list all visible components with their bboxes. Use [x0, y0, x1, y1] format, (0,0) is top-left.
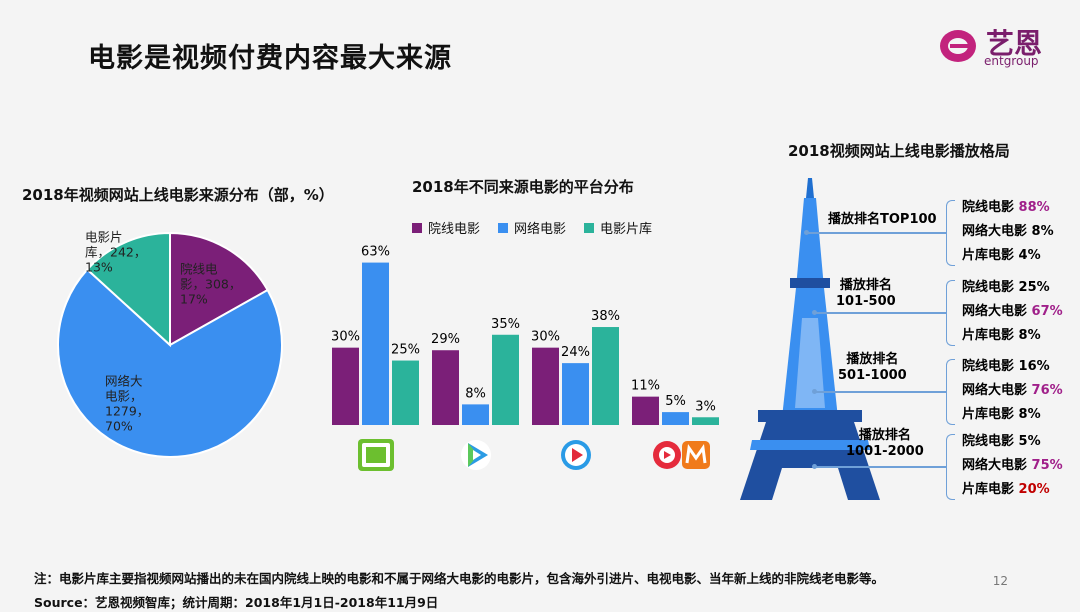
tier-row-value: 8%: [1018, 407, 1041, 422]
iqiyi-logo-icon: [358, 439, 394, 471]
pie-slice: [169, 231, 269, 347]
mgtv-logo-icon: [653, 441, 710, 469]
bar: [592, 327, 619, 425]
bar-legend: 院线电影 网络电影 电影片库: [412, 218, 652, 237]
tier-row: 片库电影 8%: [962, 324, 1041, 348]
bar: [332, 347, 359, 425]
tier-label: 播放排名 501-1000: [838, 352, 907, 383]
tier-row: 网络大电影 75%: [962, 454, 1063, 478]
page-title: 电影是视频付费内容最大来源: [88, 43, 452, 74]
bar: [662, 412, 689, 425]
tier-row-value: 16%: [1018, 359, 1050, 374]
bar-value-label: 5%: [665, 394, 686, 409]
tier-row-value: 8%: [1018, 328, 1041, 343]
bar-value-label: 38%: [591, 309, 620, 324]
tier-row: 网络大电影 8%: [962, 220, 1054, 244]
tier-row-name: 院线电影: [962, 434, 1019, 449]
tier-row-value: 75%: [1031, 458, 1063, 473]
bar-chart: 30%63%25%29%8%35%30%24%38%11%5% 3%: [331, 245, 719, 471]
tier-row-name: 院线电影: [962, 200, 1019, 215]
tier-row-name: 院线电影: [962, 280, 1019, 295]
bar-chart-title: 2018年不同来源电影的平台分布: [412, 178, 634, 196]
tier-label: 播放排名 1001-2000: [846, 428, 924, 459]
legend-item-online: 网络电影: [498, 218, 566, 237]
tier-row-name: 片库电影: [962, 248, 1019, 263]
pie-data-label: 电影片库，242， 13%: [85, 230, 146, 275]
legend-item-library: 电影片库: [584, 218, 652, 237]
page-number: 12: [992, 574, 1008, 588]
bar: [562, 363, 589, 425]
tier-row-name: 片库电影: [962, 328, 1019, 343]
bar-value-label: 63%: [361, 245, 390, 260]
tier-row-value: 8%: [1031, 224, 1054, 239]
pie-data-label: 院线电影，308， 17%: [180, 262, 241, 307]
bar-value-label: 24%: [561, 345, 590, 360]
tier-row-name: 片库电影: [962, 482, 1019, 497]
tier-row-name: 网络大电影: [962, 304, 1032, 319]
tier-row: 院线电影 5%: [962, 430, 1041, 454]
tier-label: 播放排名TOP100: [828, 212, 937, 227]
tier-row-value: 67%: [1031, 304, 1063, 319]
bar-value-label: 29%: [431, 332, 460, 347]
tier-row-name: 片库电影: [962, 407, 1019, 422]
eiffel-tower-graphic: [740, 178, 880, 500]
legend-item-theatrical: 院线电影: [412, 218, 480, 237]
tier-row-name: 网络大电影: [962, 224, 1032, 239]
tier-row: 网络大电影 76%: [962, 379, 1063, 403]
bar: [532, 347, 559, 425]
bar-value-label: 35%: [491, 317, 520, 332]
tier-row-value: 25%: [1018, 280, 1050, 295]
tier-row-value: 5%: [1018, 434, 1041, 449]
tier-row-value: 20%: [1018, 482, 1050, 497]
tier-row-name: 网络大电影: [962, 383, 1032, 398]
tier-row-value: 4%: [1018, 248, 1041, 263]
tier-row: 片库电影 8%: [962, 403, 1041, 427]
bar: [492, 334, 519, 425]
footnote: 注：电影片库主要指视频网站播出的未在国内院线上映的电影和不属于网络大电影的电影片…: [34, 571, 885, 586]
tier-row-name: 院线电影: [962, 359, 1019, 374]
pie-data-label: 网络大电影， 1279， 70%: [105, 374, 149, 434]
bar-value-label: 30%: [331, 330, 360, 345]
tier-row-value: 76%: [1031, 383, 1063, 398]
tier-row: 院线电影 25%: [962, 276, 1050, 300]
tier-row: 院线电影 88%: [962, 196, 1050, 220]
logo-text-cn: 艺恩: [986, 27, 1043, 60]
tower-title: 2018视频网站上线电影播放格局: [788, 142, 1010, 160]
tier-row-name: 网络大电影: [962, 458, 1032, 473]
tier-row-value: 88%: [1018, 200, 1050, 215]
tier-row: 片库电影 20%: [962, 478, 1050, 502]
pie-chart: 院线电影，308， 17% 网络大电影， 1279， 70% 电影片库，242， 13%: [57, 230, 283, 458]
pie-slice: [85, 231, 171, 348]
pie-slice: [57, 268, 283, 458]
tier-row: 网络大电影 67%: [962, 300, 1063, 324]
bar: [362, 262, 389, 425]
bar-value-label: 11%: [631, 379, 660, 394]
pie-chart-title: 2018年视频网站上线电影来源分布（部，%）: [22, 186, 334, 204]
bar-value-label: 8%: [465, 386, 486, 401]
bar-value-label: 30%: [531, 330, 560, 345]
entgroup-logo: [940, 30, 976, 62]
tier-row: 院线电影 16%: [962, 355, 1050, 379]
tier-label: 播放排名 101-500: [836, 278, 896, 309]
youku-logo-icon: [561, 440, 591, 470]
bar: [632, 396, 659, 425]
tier-row: 片库电影 4%: [962, 244, 1041, 268]
bar: [392, 360, 419, 425]
bar-value-label: 25%: [391, 343, 420, 358]
bar: [462, 404, 489, 425]
tencent-video-logo-icon: [461, 440, 491, 470]
logo-text-en: entgroup: [984, 54, 1039, 68]
bar: [692, 417, 719, 425]
bar: [432, 350, 459, 425]
source-line: Source：艺恩视频智库；统计周期：2018年1月1日-2018年11月9日: [34, 595, 439, 610]
bar-value-label: 3%: [695, 399, 716, 414]
